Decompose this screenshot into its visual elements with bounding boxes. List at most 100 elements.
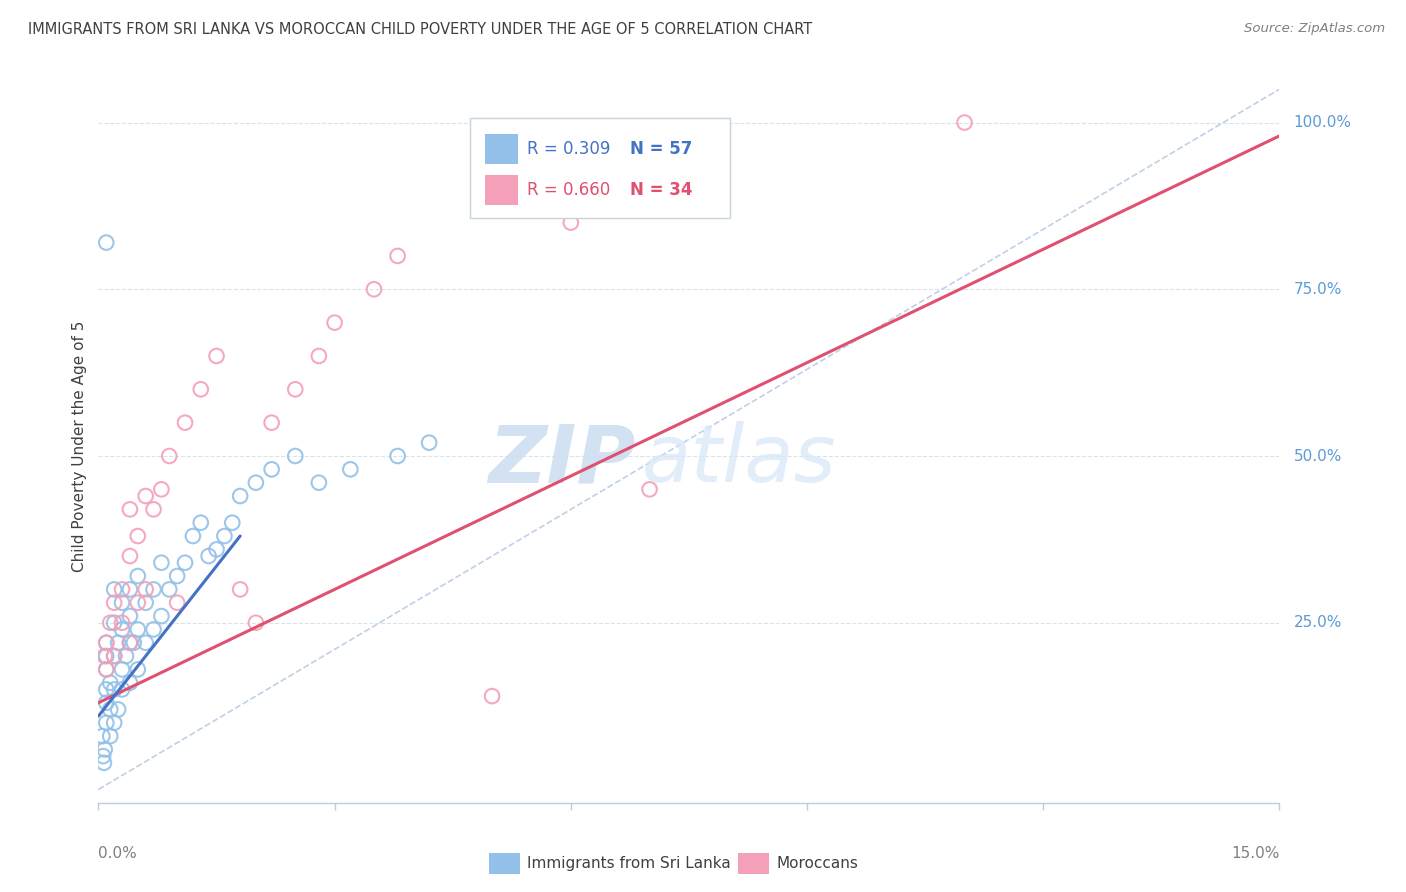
- FancyBboxPatch shape: [485, 175, 517, 205]
- Point: [115, 649, 138, 664]
- Point: [96, 636, 118, 650]
- Point: [197, 549, 219, 563]
- Point: [111, 623, 134, 637]
- Text: N = 34: N = 34: [630, 181, 692, 199]
- Point: [103, 649, 125, 664]
- Point: [111, 582, 134, 597]
- Point: [107, 636, 129, 650]
- Point: [308, 475, 330, 490]
- Point: [96, 682, 118, 697]
- Text: IMMIGRANTS FROM SRI LANKA VS MOROCCAN CHILD POVERTY UNDER THE AGE OF 5 CORRELATI: IMMIGRANTS FROM SRI LANKA VS MOROCCAN CH…: [28, 22, 813, 37]
- Point: [418, 435, 440, 450]
- Text: 15.0%: 15.0%: [1232, 846, 1279, 861]
- Point: [174, 556, 197, 570]
- Point: [135, 582, 157, 597]
- Point: [221, 516, 243, 530]
- Point: [96, 636, 118, 650]
- Point: [205, 542, 228, 557]
- Point: [118, 582, 141, 597]
- Point: [96, 696, 118, 710]
- Point: [96, 662, 118, 676]
- Point: [103, 596, 125, 610]
- Point: [953, 115, 976, 129]
- Point: [245, 475, 267, 490]
- Point: [387, 449, 409, 463]
- Point: [96, 715, 118, 730]
- Text: 0.0%: 0.0%: [98, 846, 138, 861]
- Point: [91, 749, 114, 764]
- Point: [111, 596, 134, 610]
- Point: [107, 702, 129, 716]
- Point: [98, 615, 121, 630]
- Point: [166, 569, 188, 583]
- Text: R = 0.660: R = 0.660: [527, 181, 610, 199]
- Text: 25.0%: 25.0%: [1294, 615, 1341, 631]
- Text: 50.0%: 50.0%: [1294, 449, 1341, 464]
- Point: [103, 615, 125, 630]
- Point: [103, 582, 125, 597]
- Point: [214, 529, 236, 543]
- Point: [205, 349, 228, 363]
- FancyBboxPatch shape: [485, 134, 517, 164]
- Point: [111, 615, 134, 630]
- Point: [96, 662, 118, 676]
- Point: [135, 596, 157, 610]
- Point: [363, 282, 385, 296]
- Point: [122, 636, 145, 650]
- Point: [127, 623, 149, 637]
- Point: [118, 609, 141, 624]
- Point: [103, 682, 125, 697]
- Point: [91, 729, 114, 743]
- Y-axis label: Child Poverty Under the Age of 5: Child Poverty Under the Age of 5: [72, 320, 87, 572]
- Point: [260, 416, 283, 430]
- Point: [284, 382, 307, 396]
- Point: [157, 582, 180, 597]
- Text: 75.0%: 75.0%: [1294, 282, 1341, 297]
- Point: [150, 483, 173, 497]
- Text: Moroccans: Moroccans: [776, 856, 858, 871]
- Point: [93, 756, 115, 770]
- Point: [96, 649, 118, 664]
- Point: [284, 449, 307, 463]
- Point: [98, 702, 121, 716]
- Point: [323, 316, 346, 330]
- Text: R = 0.309: R = 0.309: [527, 140, 610, 158]
- Point: [229, 582, 252, 597]
- Text: N = 57: N = 57: [630, 140, 692, 158]
- Point: [127, 569, 149, 583]
- Point: [118, 636, 141, 650]
- Point: [93, 649, 115, 664]
- Text: ZIP: ZIP: [488, 421, 636, 500]
- Point: [98, 729, 121, 743]
- Point: [387, 249, 409, 263]
- Point: [150, 556, 173, 570]
- Point: [135, 489, 157, 503]
- Point: [118, 675, 141, 690]
- Point: [103, 715, 125, 730]
- Point: [190, 516, 212, 530]
- Point: [339, 462, 361, 476]
- Point: [118, 636, 141, 650]
- Text: Immigrants from Sri Lanka: Immigrants from Sri Lanka: [527, 856, 731, 871]
- Point: [229, 489, 252, 503]
- Point: [127, 529, 149, 543]
- Point: [142, 582, 165, 597]
- Point: [181, 529, 204, 543]
- Point: [98, 675, 121, 690]
- Point: [135, 636, 157, 650]
- Point: [166, 596, 188, 610]
- Point: [111, 662, 134, 676]
- FancyBboxPatch shape: [471, 118, 730, 218]
- Point: [93, 742, 115, 756]
- Text: Source: ZipAtlas.com: Source: ZipAtlas.com: [1244, 22, 1385, 36]
- Point: [118, 502, 141, 516]
- Point: [103, 649, 125, 664]
- Text: 100.0%: 100.0%: [1294, 115, 1351, 130]
- Point: [560, 216, 582, 230]
- Point: [150, 609, 173, 624]
- Point: [111, 682, 134, 697]
- Point: [127, 662, 149, 676]
- Point: [157, 449, 180, 463]
- Point: [308, 349, 330, 363]
- Point: [96, 235, 118, 250]
